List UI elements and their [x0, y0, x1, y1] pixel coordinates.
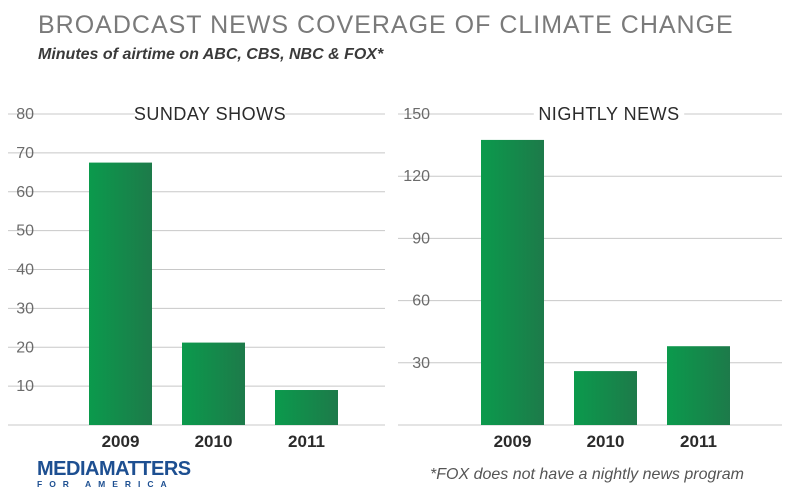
panel-title-bg	[134, 100, 286, 124]
y-tick-label: 40	[16, 262, 34, 279]
panel-title: SUNDAY SHOWS	[134, 104, 286, 124]
panel-title-bg	[533, 100, 685, 124]
y-tick-label: 10	[16, 378, 34, 395]
x-category-label: 2010	[587, 432, 625, 451]
y-tick-label: 60	[16, 184, 34, 201]
panel-title: NIGHTLY NEWS	[538, 104, 679, 124]
bar-2009	[89, 162, 152, 425]
mediamatters-logo: MEDIAMATTERS FOR AMERICA	[37, 459, 191, 489]
bar-2010	[182, 342, 245, 425]
x-category-label: 2010	[195, 432, 233, 451]
chart-subtitle: Minutes of airtime on ABC, CBS, NBC & FO…	[38, 46, 384, 63]
x-category-label: 2011	[680, 432, 717, 451]
y-tick-label: 50	[16, 223, 34, 240]
bar-2011	[667, 346, 730, 425]
bar-2009	[481, 139, 544, 425]
y-tick-label: 60	[412, 293, 430, 310]
chart-title: BROADCAST NEWS COVERAGE OF CLIMATE CHANG…	[38, 11, 734, 39]
y-tick-label: 30	[412, 355, 430, 372]
logo-sub-text: FOR AMERICA	[37, 479, 174, 489]
y-tick-label: 150	[403, 106, 430, 123]
bar-2010	[574, 371, 637, 425]
y-tick-label: 120	[403, 168, 430, 185]
y-tick-label: 20	[16, 339, 34, 356]
logo-main-text: MEDIAMATTERS	[37, 458, 191, 480]
x-category-label: 2009	[102, 432, 140, 451]
y-tick-label: 90	[412, 230, 430, 247]
y-tick-label: 30	[16, 300, 34, 317]
y-tick-label: 70	[16, 145, 34, 162]
x-category-label: 2011	[288, 432, 325, 451]
x-category-label: 2009	[494, 432, 532, 451]
bar-2011	[275, 390, 338, 425]
y-tick-label: 80	[16, 106, 34, 123]
footnote: *FOX does not have a nightly news progra…	[430, 466, 744, 483]
